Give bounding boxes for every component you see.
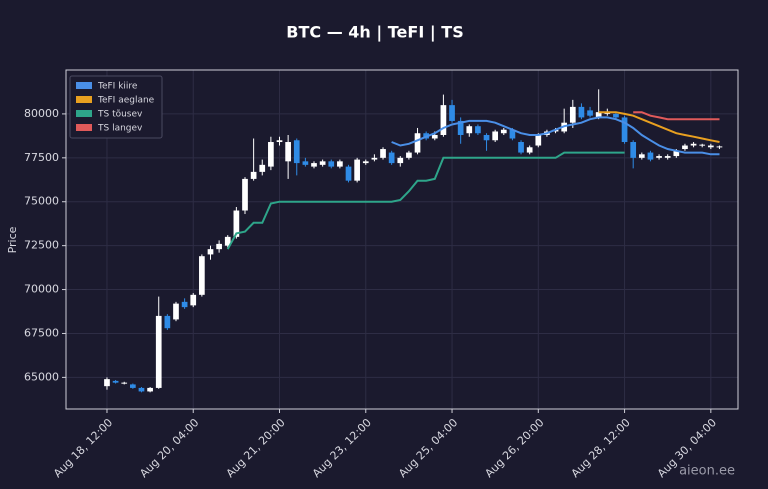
candle-body [630,142,637,158]
chart-title: BTC — 4h | TeFI | TS [286,23,463,43]
candle-body [707,145,714,148]
candle-body [699,144,706,146]
candle-body [406,152,412,158]
candle-body [138,387,145,392]
legend-swatch [76,82,92,89]
y-tick-label: 75000 [24,195,59,208]
candle-body [466,126,473,134]
candle-body [613,113,619,118]
legend-label: TS langev [97,124,143,134]
candle-body [595,112,602,118]
candle-body [518,142,524,153]
candle-body [682,145,688,150]
legend: TeFI kiire TeFI aeglane TS tõusev TS langev [69,75,163,139]
candle-body [656,156,662,158]
candle-body [647,152,654,160]
candle-body [173,303,179,320]
candle-body [311,163,317,167]
candle-body [388,152,395,164]
candle-body [638,154,645,158]
y-tick-label: 77500 [24,151,59,164]
candle-body [164,315,171,329]
candle-body [371,157,378,160]
candle-body [104,379,110,387]
candle-body [587,110,593,116]
candle-body [345,166,352,181]
candle-body [475,126,481,134]
legend-swatch [76,96,92,103]
candle-body [664,156,671,158]
y-tick-label: 80000 [24,107,59,120]
candle-body [233,210,240,237]
candle-body [337,161,343,167]
candle-body [578,106,585,118]
candle-body [500,129,507,134]
candle-body [147,387,153,392]
line-series [391,116,720,156]
candle-body [397,157,404,164]
y-tick-label: 72500 [24,239,59,252]
candle-body [673,150,680,157]
candle-body [199,256,205,295]
plot-frame [65,69,739,410]
candle-body [285,142,291,162]
candle-body [509,129,516,139]
legend-box [69,75,163,139]
legend-label: TeFI aeglane [97,96,155,106]
candle-body [526,147,533,153]
candle-body [181,301,188,308]
candle-body [293,140,300,164]
y-tick-label: 70000 [24,283,59,296]
candle-body [259,164,266,172]
candle-body [431,134,438,139]
candle-body [621,117,628,143]
legend-swatch [76,124,92,131]
candle-body [362,161,369,164]
candle-body [216,243,222,250]
y-tick-label: 67500 [24,326,59,339]
watermark: aieon.ee [679,464,735,479]
candle-body [380,149,386,158]
candle-body [716,146,723,148]
candle-body [242,178,248,211]
line-series [598,111,720,143]
candle-body [224,236,231,246]
candle-body [268,142,274,167]
candle-body [190,294,197,306]
candle-body [483,134,490,141]
candle-body [440,105,447,135]
candle-body [121,382,128,384]
candle-body [569,106,576,123]
candle-body [535,134,542,146]
line-series [226,151,625,250]
legend-swatch [76,110,92,117]
candle-body [457,120,464,135]
candle-body [354,159,360,181]
y-tick-label: 65000 [24,370,59,383]
candle-body [449,105,455,121]
legend-label: TeFI kiire [97,82,138,92]
candle-body [112,380,119,383]
candle-body [492,131,499,141]
legend-label: TS tõusev [97,110,143,120]
y-axis-label: Price [6,226,19,253]
candle-body [130,384,136,388]
candle-body [414,133,421,153]
candle-body [207,249,214,255]
candle-body [690,143,697,146]
candle-body [319,161,326,165]
candle-body [155,315,162,388]
candle-body [276,140,283,143]
candle-body [302,161,309,165]
candle-body [250,171,257,179]
line-series [633,111,720,121]
candle-body [328,161,335,167]
